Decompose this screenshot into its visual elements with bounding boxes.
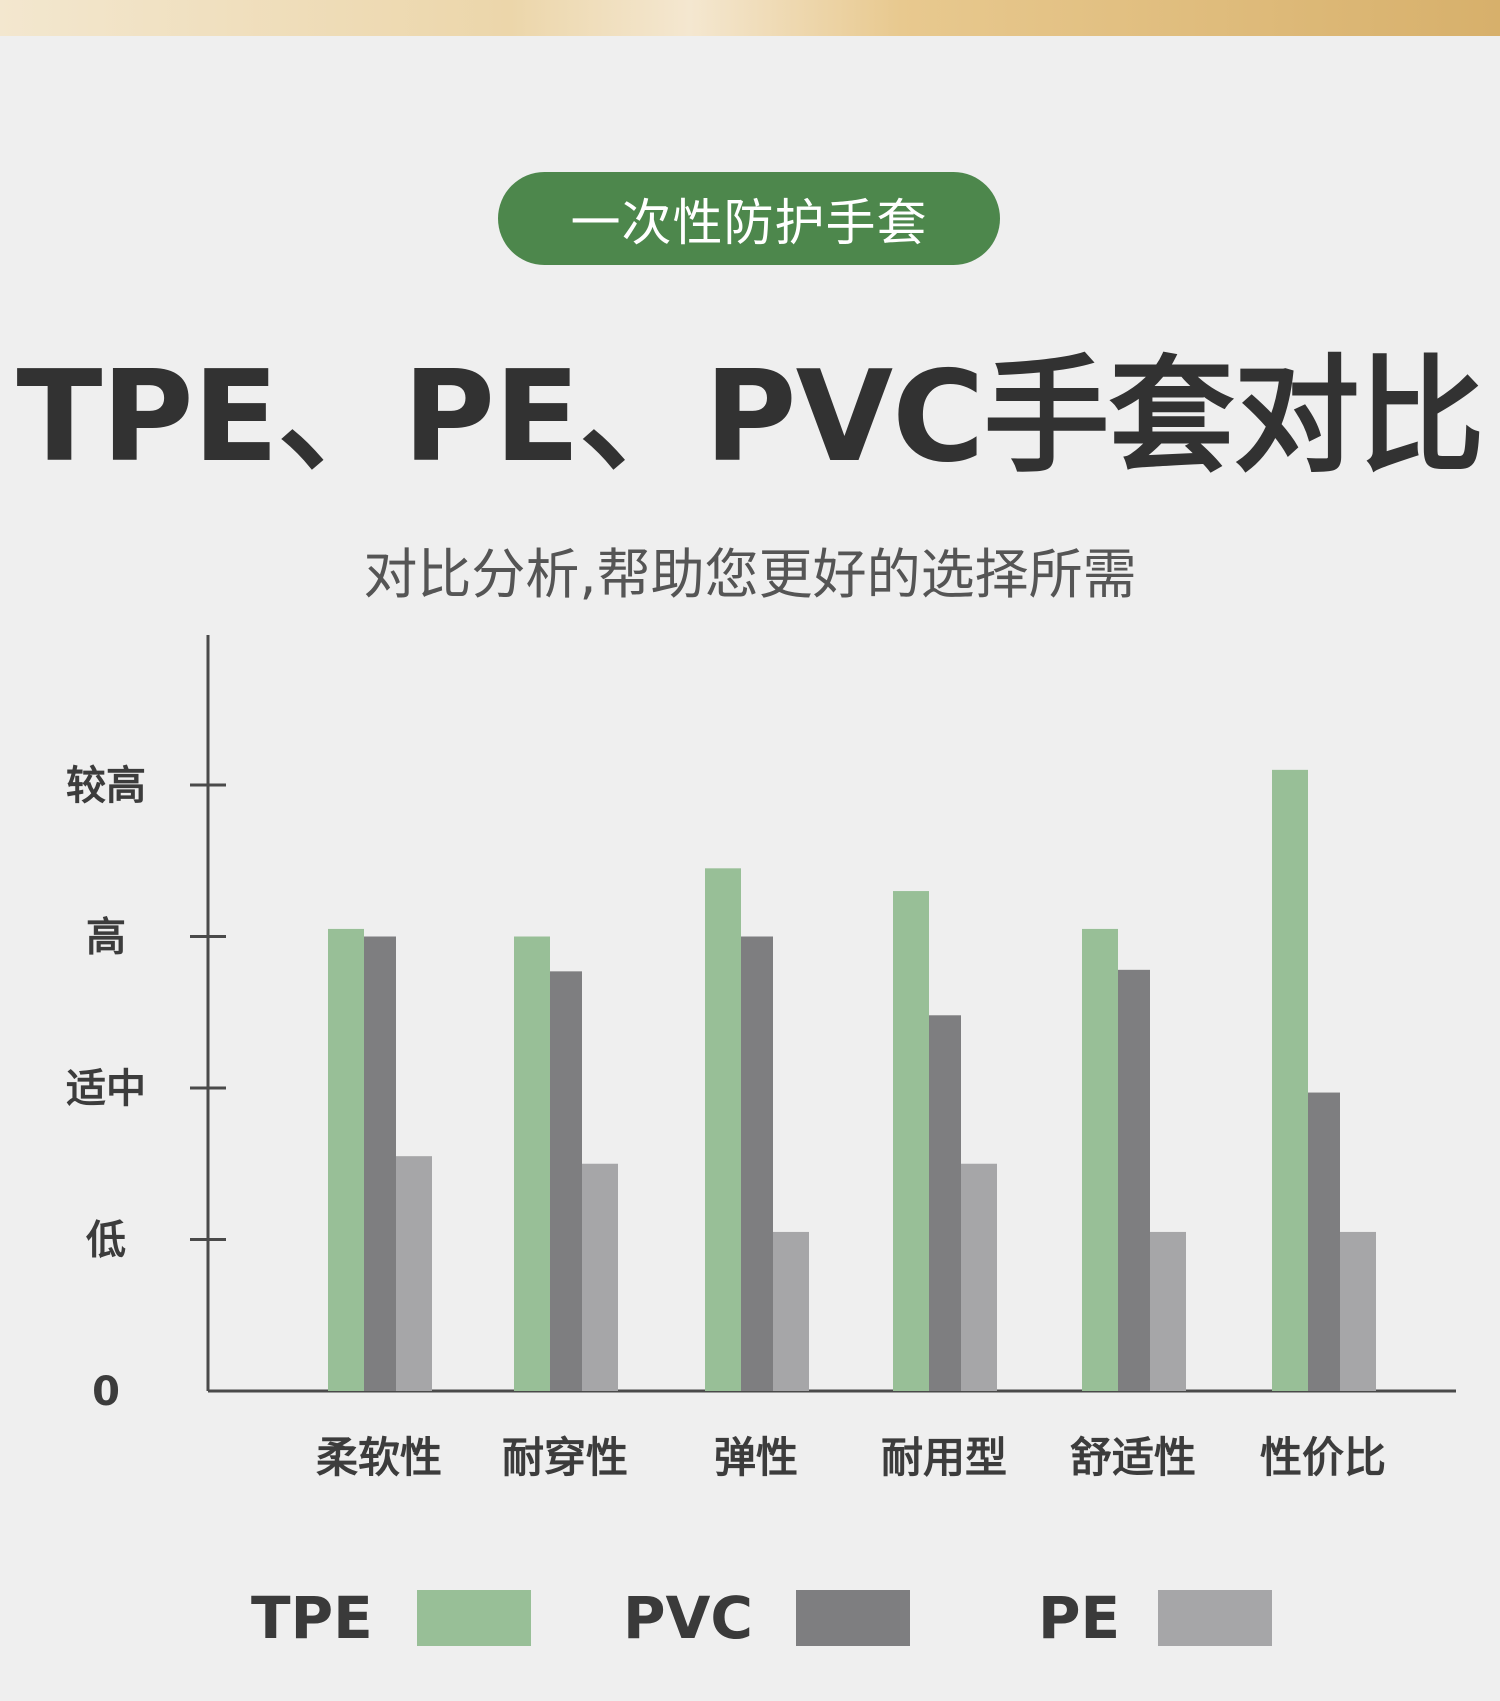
y-tick-label: 较高	[66, 763, 146, 809]
x-tick-label: 性价比	[1260, 1433, 1386, 1482]
legend-label-pvc: PVC	[623, 1584, 753, 1652]
bar-pe	[1150, 1231, 1186, 1391]
legend-swatch-pe	[1158, 1590, 1273, 1646]
bar-pe	[773, 1231, 809, 1391]
bar-pvc	[1308, 1092, 1340, 1391]
bar-pe	[582, 1163, 618, 1391]
bar-pvc	[1118, 969, 1150, 1391]
bar-pvc	[550, 971, 582, 1391]
bar-tpe	[1082, 928, 1118, 1391]
x-tick-label: 耐用型	[881, 1433, 1007, 1482]
x-tick-label: 弹性	[714, 1433, 798, 1482]
legend-label-pe: PE	[1038, 1584, 1121, 1652]
bar-pvc	[741, 936, 773, 1391]
legend-item-tpe: TPE	[251, 1588, 531, 1648]
y-tick-label: 高	[86, 915, 126, 961]
y-tick-label: 低	[86, 1218, 126, 1264]
x-tick-label: 舒适性	[1070, 1433, 1196, 1482]
bar-tpe	[1272, 769, 1308, 1391]
legend-item-pvc: PVC	[623, 1588, 910, 1648]
bar-pe	[961, 1163, 997, 1391]
legend-label-tpe: TPE	[251, 1584, 373, 1652]
page-title: TPE、PE、PVC手套对比	[16, 343, 1484, 490]
badge-text: 一次性防护手套	[570, 193, 928, 252]
bar-tpe	[328, 928, 364, 1391]
y-tick-label: 适中	[66, 1066, 146, 1112]
x-tick-label: 耐穿性	[502, 1433, 628, 1482]
badge-pill: 一次性防护手套	[498, 172, 1000, 265]
legend-swatch-tpe	[416, 1590, 531, 1646]
bar-pe	[396, 1156, 432, 1391]
bar-tpe	[514, 936, 550, 1391]
bar-tpe	[893, 891, 929, 1391]
legend-swatch-pvc	[795, 1590, 910, 1646]
bar-pvc	[364, 936, 396, 1391]
bar-pe	[1340, 1231, 1376, 1391]
page-subtitle: 对比分析,帮助您更好的选择所需	[363, 543, 1137, 606]
top-banner-strip	[0, 0, 1500, 36]
bar-tpe	[705, 868, 741, 1391]
bar-pvc	[929, 1015, 961, 1391]
legend-item-pe: PE	[1038, 1584, 1273, 1652]
y-tick-label: 0	[92, 1369, 120, 1415]
x-tick-label: 柔软性	[316, 1433, 442, 1482]
